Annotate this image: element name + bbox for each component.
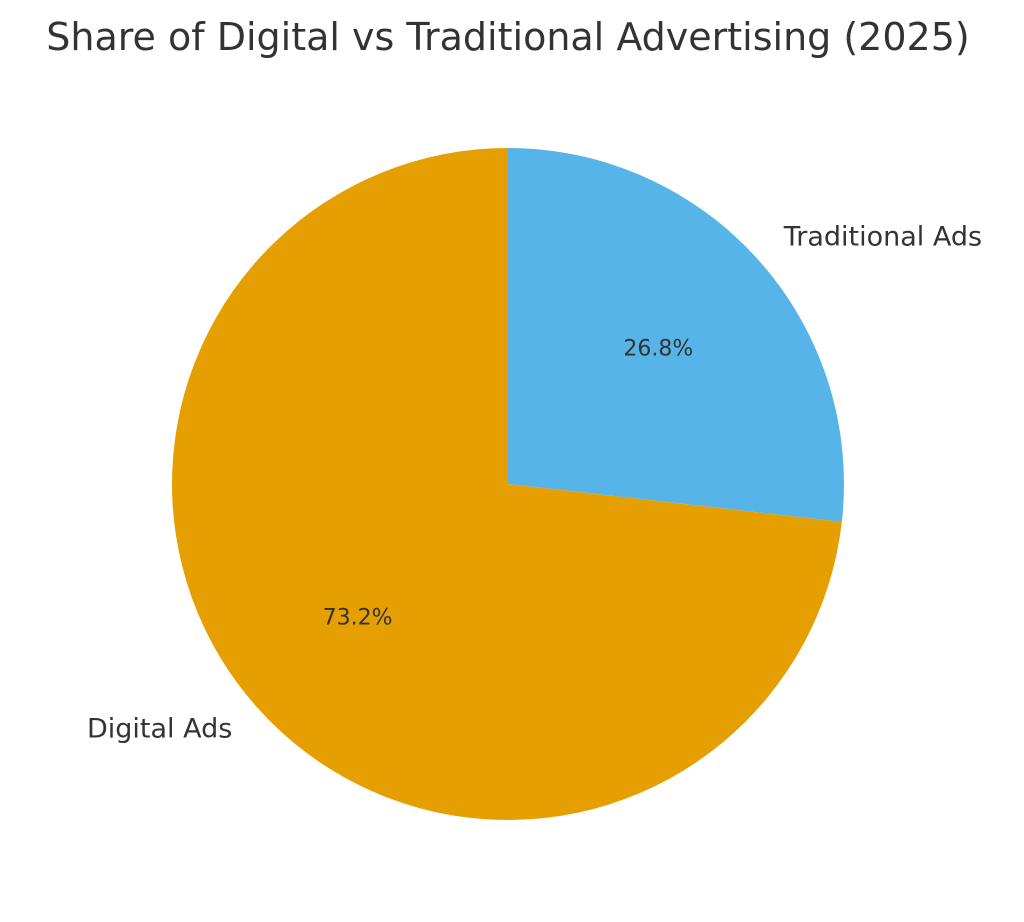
pie-slice-traditional-ads	[508, 148, 844, 522]
slice-label-digital-ads: Digital Ads	[87, 714, 232, 745]
slice-percent-digital-ads: 73.2%	[323, 605, 393, 630]
pie-labels: Traditional Ads 26.8% Digital Ads 73.2%	[87, 221, 982, 744]
chart-title: Share of Digital vs Traditional Advertis…	[46, 15, 969, 59]
pie-slices	[172, 148, 844, 820]
slice-percent-traditional-ads: 26.8%	[623, 337, 693, 362]
slice-label-traditional-ads: Traditional Ads	[783, 221, 982, 252]
pie-slice-digital-ads	[172, 148, 842, 820]
